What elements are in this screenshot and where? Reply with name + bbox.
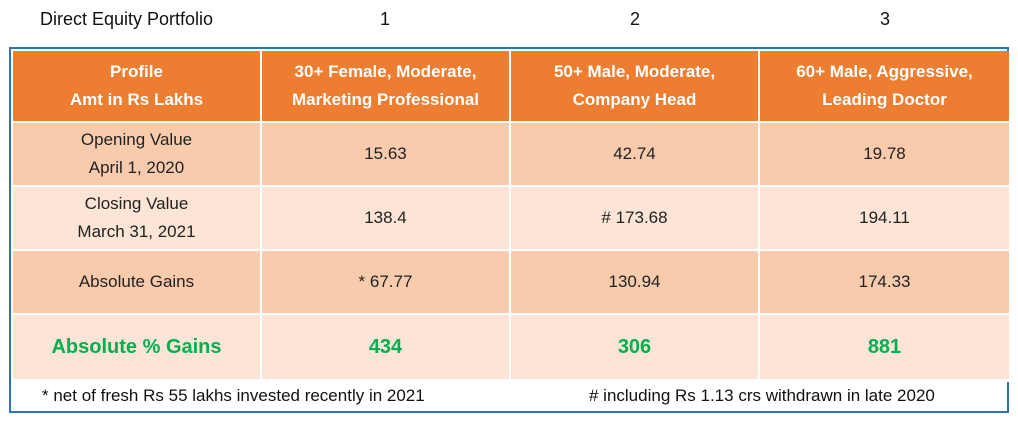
column-number-3: 3 <box>879 9 890 29</box>
header-profile-1: 30+ Female, Moderate, Marketing Professi… <box>262 51 511 123</box>
row-label-closing-value: Closing Value March 31, 2021 <box>13 187 262 251</box>
portfolio-title-row: Direct Equity Portfolio 1 2 3 <box>0 0 1018 40</box>
column-number-1: 1 <box>379 9 390 29</box>
opening-value-3: 19.78 <box>760 123 1009 187</box>
footnotes: * net of fresh Rs 55 lakhs invested rece… <box>13 381 1009 412</box>
row-label-opening-value: Opening Value April 1, 2020 <box>13 123 262 187</box>
header-profile: Profile Amt in Rs Lakhs <box>13 51 262 123</box>
column-number-2: 2 <box>629 9 640 29</box>
opening-value-1: 15.63 <box>262 123 511 187</box>
absolute-percent-gains-1: 434 <box>262 315 511 381</box>
portfolio-table-frame: Profile Amt in Rs Lakhs 30+ Female, Mode… <box>9 47 1009 413</box>
row-label-absolute-gains: Absolute Gains <box>13 251 262 315</box>
closing-value-3: 194.11 <box>760 187 1009 251</box>
row-label-absolute-percent-gains: Absolute % Gains <box>13 315 262 381</box>
closing-value-2: # 173.68 <box>511 187 760 251</box>
header-profile-2: 50+ Male, Moderate, Company Head <box>511 51 760 123</box>
portfolio-table: Profile Amt in Rs Lakhs 30+ Female, Mode… <box>13 51 1009 381</box>
portfolio-title: Direct Equity Portfolio <box>40 9 214 29</box>
footnote-net-of-fresh-investment: * net of fresh Rs 55 lakhs invested rece… <box>42 386 425 405</box>
absolute-percent-gains-2: 306 <box>511 315 760 381</box>
absolute-gains-2: 130.94 <box>511 251 760 315</box>
absolute-percent-gains-3: 881 <box>760 315 1009 381</box>
closing-value-1: 138.4 <box>262 187 511 251</box>
header-profile-3: 60+ Male, Aggressive, Leading Doctor <box>760 51 1009 123</box>
footnote-including-withdrawal: # including Rs 1.13 crs withdrawn in lat… <box>589 386 935 405</box>
opening-value-2: 42.74 <box>511 123 760 187</box>
absolute-gains-1: * 67.77 <box>262 251 511 315</box>
absolute-gains-3: 174.33 <box>760 251 1009 315</box>
